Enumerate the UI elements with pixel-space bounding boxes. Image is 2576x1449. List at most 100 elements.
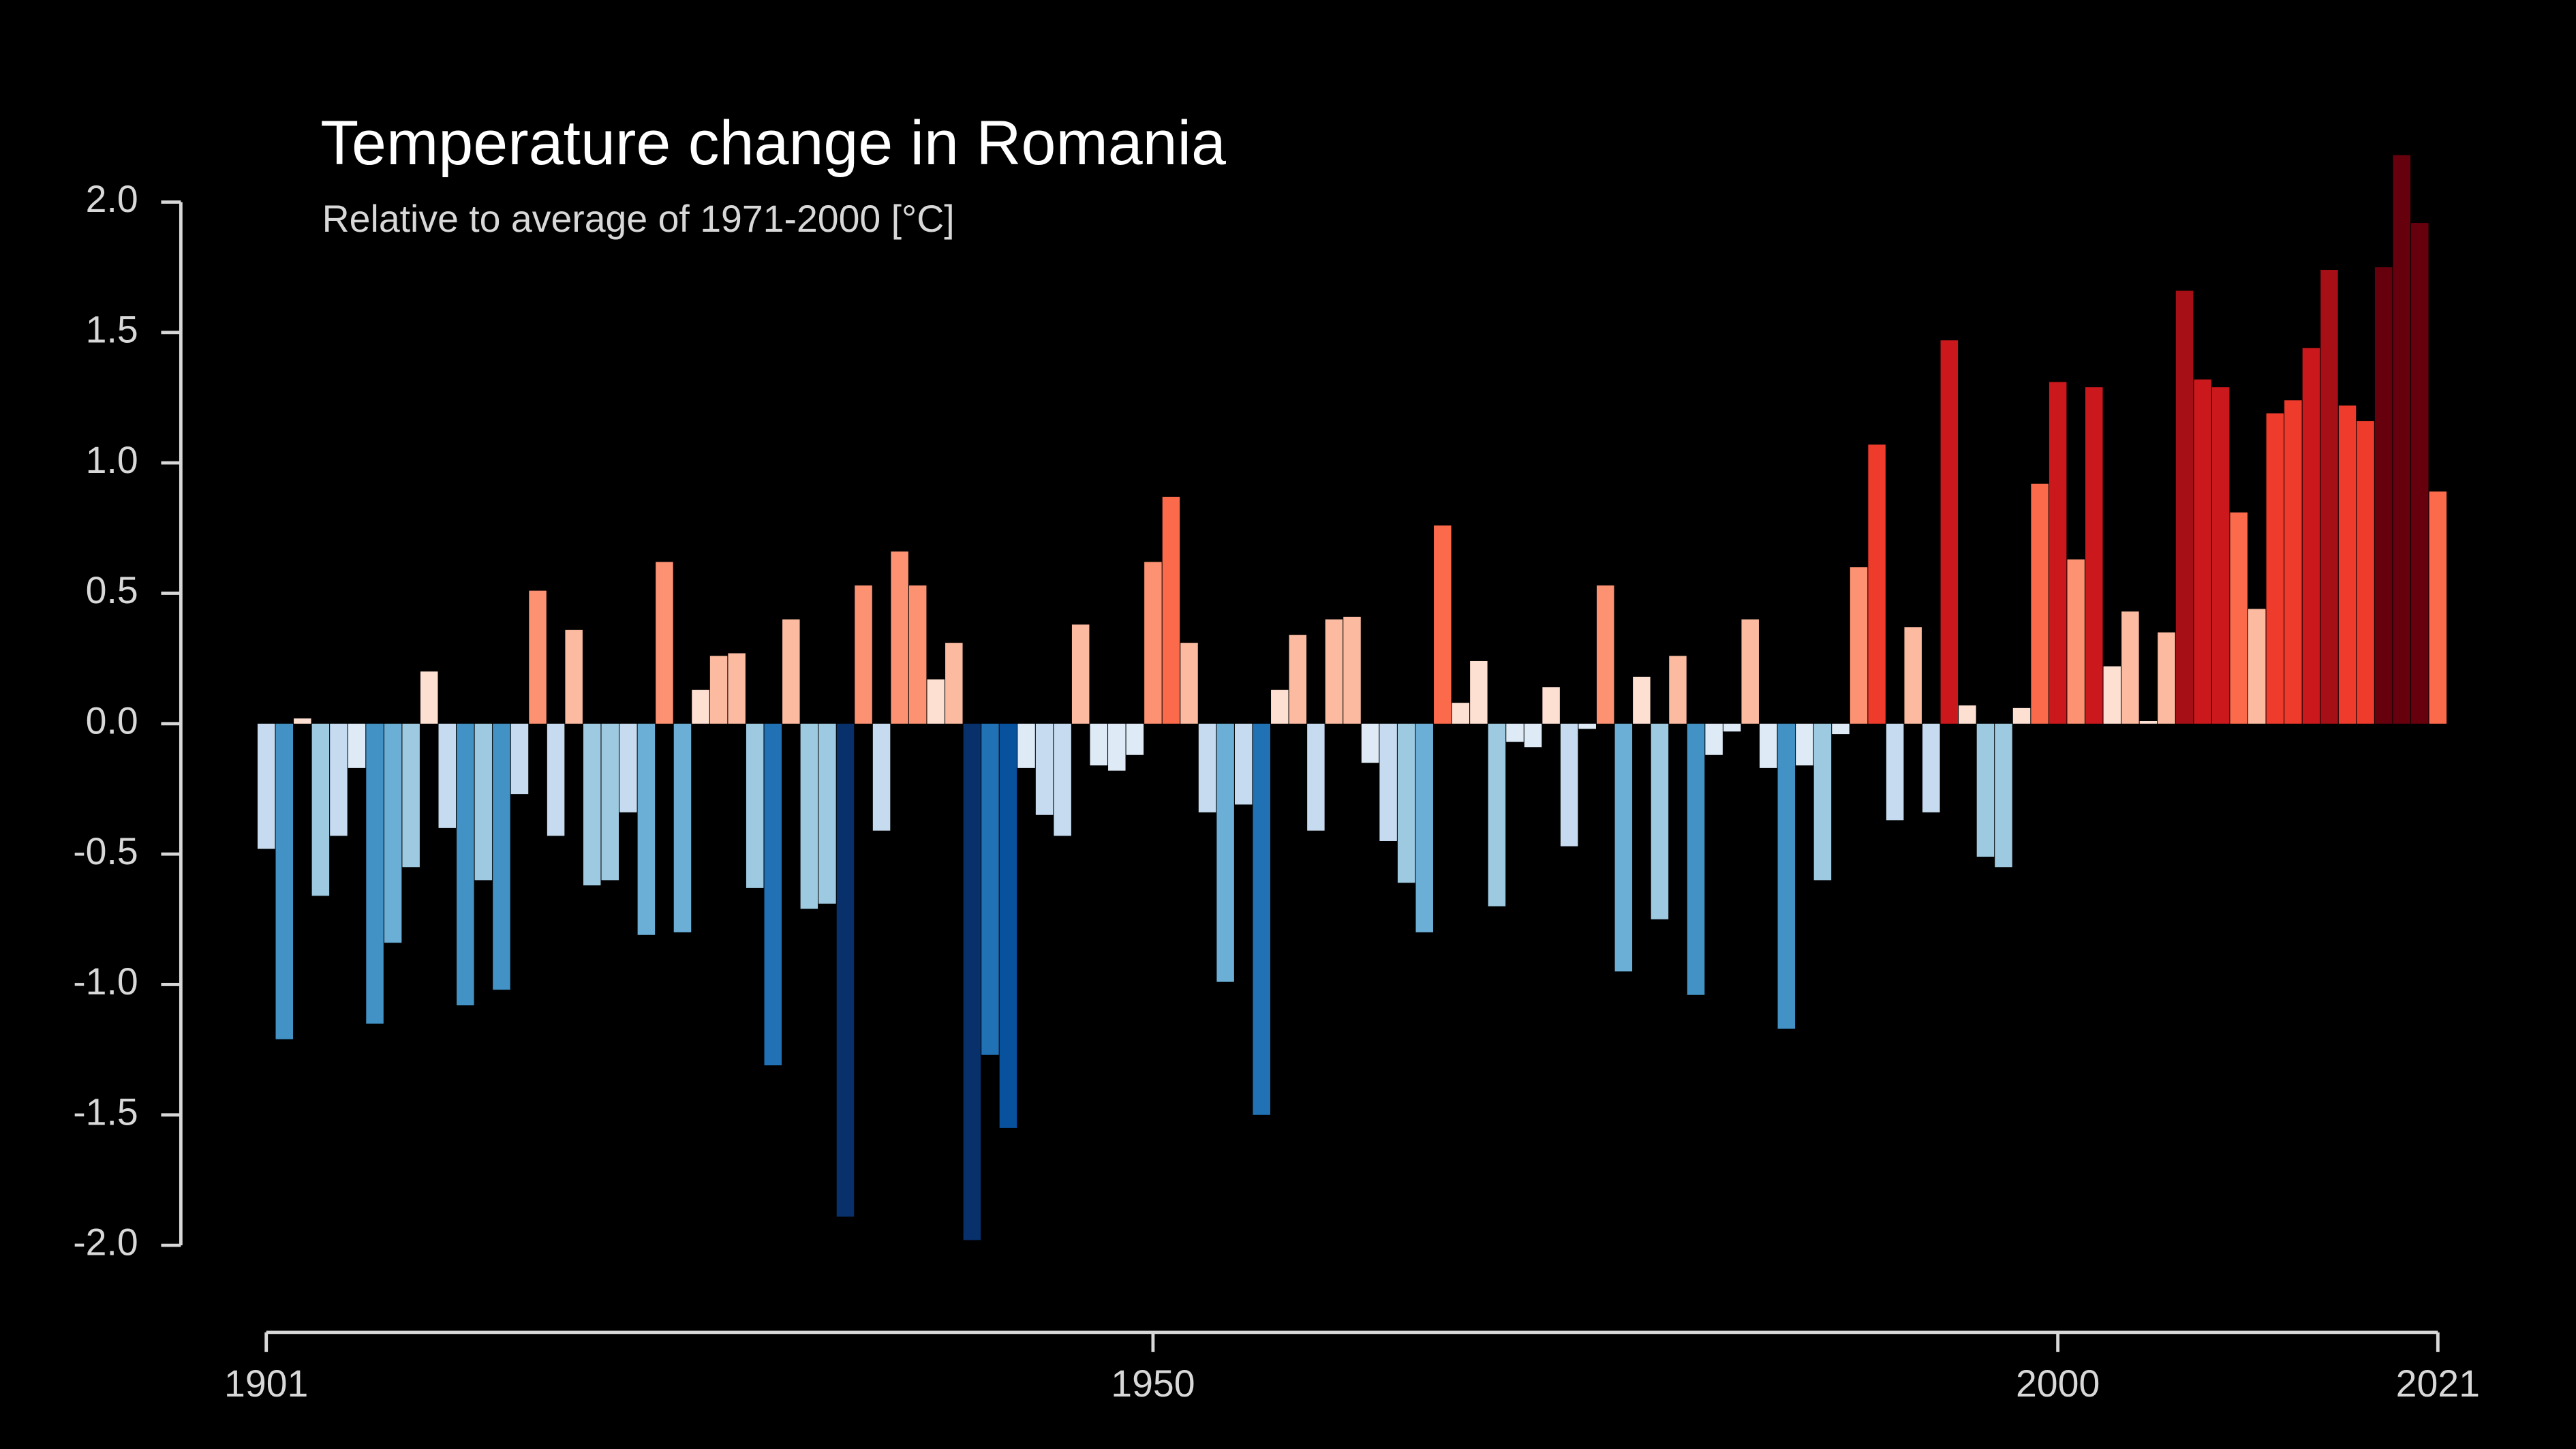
bar	[275, 723, 294, 1039]
bar	[2284, 400, 2302, 724]
bar	[2049, 382, 2067, 724]
bar	[2194, 379, 2211, 724]
bar	[1415, 723, 1433, 932]
bar	[547, 723, 565, 836]
bar	[746, 723, 764, 888]
bar	[1108, 723, 1126, 771]
bar	[927, 679, 945, 724]
bar	[1343, 616, 1361, 724]
bar	[1886, 723, 1904, 821]
bar	[1198, 723, 1216, 812]
bar	[1488, 723, 1506, 906]
bar	[836, 723, 855, 1217]
bar	[673, 723, 692, 932]
bar	[474, 723, 493, 881]
bar	[1578, 723, 1596, 729]
bar	[1035, 723, 1054, 815]
bar	[2012, 707, 2031, 724]
bar	[2429, 491, 2447, 724]
bar	[420, 671, 438, 724]
bar	[692, 690, 709, 724]
bar	[2103, 666, 2121, 724]
bar	[1397, 723, 1415, 883]
x-tick-label: 1901	[224, 1362, 308, 1405]
bar	[2175, 290, 2194, 724]
bar	[800, 723, 818, 909]
bar	[294, 718, 311, 724]
bar	[2266, 413, 2284, 724]
bar	[1307, 723, 1325, 831]
bar	[1796, 723, 1813, 766]
bar	[1216, 723, 1234, 982]
bar	[2230, 512, 2248, 724]
bar	[402, 723, 420, 868]
x-tick-label: 1950	[1111, 1362, 1195, 1405]
y-tick-label: -2.0	[73, 1221, 138, 1264]
bar	[1524, 723, 1542, 748]
bar	[656, 562, 673, 724]
bar	[2211, 387, 2230, 724]
bar	[493, 723, 510, 990]
bar	[619, 723, 637, 812]
bar	[1271, 690, 1289, 724]
bar	[2357, 421, 2374, 724]
bar	[1542, 687, 1560, 724]
bar	[782, 619, 800, 724]
bar	[1976, 723, 1995, 857]
bar	[1144, 562, 1162, 724]
x-tick-label: 2000	[2016, 1362, 2100, 1405]
bar	[1361, 723, 1379, 763]
bar	[1832, 723, 1850, 735]
bar	[872, 723, 891, 831]
bar	[855, 585, 872, 724]
y-tick-label: 2.0	[86, 178, 138, 220]
bar	[891, 551, 908, 724]
bar	[510, 723, 529, 795]
bar	[1090, 723, 1107, 766]
y-tick-label: -1.0	[73, 960, 138, 1003]
y-tick-label: 0.0	[86, 699, 138, 742]
bar	[311, 723, 330, 896]
y-tick-label: 1.5	[86, 308, 138, 350]
bar	[1760, 723, 1777, 768]
bar	[999, 723, 1017, 1128]
bar	[1180, 643, 1198, 724]
bar	[2374, 267, 2393, 724]
bar	[1234, 723, 1253, 805]
bar	[2302, 348, 2320, 724]
bar	[583, 723, 601, 886]
y-tick-label: 0.5	[86, 569, 138, 611]
bar	[908, 585, 927, 724]
bar	[1506, 723, 1524, 742]
bar	[1054, 723, 1071, 836]
bar	[348, 723, 366, 768]
bar	[2411, 223, 2429, 724]
bar	[1434, 525, 1452, 724]
chart-subtitle: Relative to average of 1971-2000 [°C]	[322, 198, 955, 240]
bar	[1253, 723, 1270, 1115]
bar	[2139, 720, 2158, 724]
bar	[1741, 619, 1759, 724]
bar	[981, 723, 999, 1055]
bar	[2393, 155, 2410, 724]
bar	[1325, 619, 1343, 724]
bar	[438, 723, 457, 828]
bar	[1669, 656, 1687, 724]
bar	[1289, 635, 1307, 724]
bar	[330, 723, 348, 836]
bar	[2158, 632, 2175, 724]
bar	[1162, 496, 1180, 724]
bar	[1868, 444, 1886, 724]
bar	[1705, 723, 1723, 755]
bar	[1452, 703, 1470, 724]
bar	[2031, 483, 2049, 724]
bar	[1470, 660, 1488, 724]
bar	[1959, 705, 1976, 724]
bar	[1687, 723, 1705, 995]
bar	[1922, 723, 1940, 812]
bar	[1651, 723, 1669, 919]
bar	[384, 723, 402, 943]
y-tick-label: -1.5	[73, 1090, 138, 1133]
bar	[1560, 723, 1578, 846]
